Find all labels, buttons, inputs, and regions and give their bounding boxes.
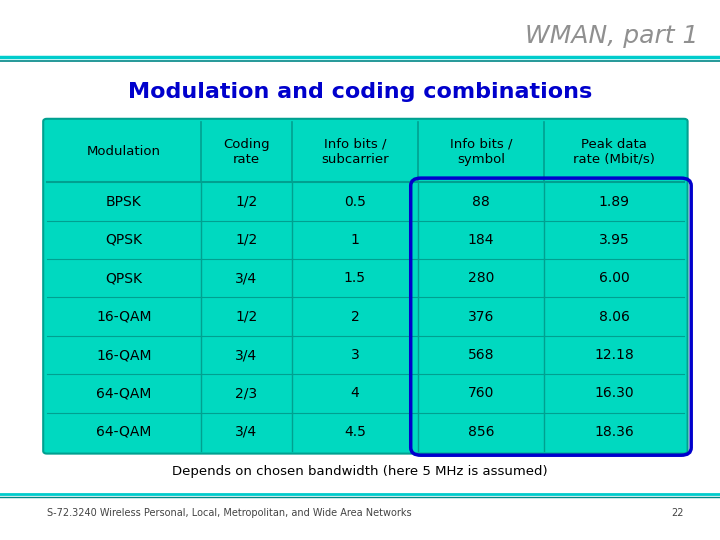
Text: 376: 376	[468, 309, 494, 323]
Text: QPSK: QPSK	[105, 233, 143, 247]
Text: BPSK: BPSK	[106, 194, 142, 208]
Text: 184: 184	[468, 233, 494, 247]
Text: 0.5: 0.5	[344, 194, 366, 208]
Text: Peak data
rate (Mbit/s): Peak data rate (Mbit/s)	[573, 138, 655, 166]
Text: 280: 280	[468, 271, 494, 285]
Text: 18.36: 18.36	[594, 425, 634, 438]
Text: 3.95: 3.95	[598, 233, 629, 247]
Text: 8.06: 8.06	[598, 309, 629, 323]
Text: 1/2: 1/2	[235, 194, 258, 208]
Text: QPSK: QPSK	[105, 271, 143, 285]
Text: 1.89: 1.89	[598, 194, 629, 208]
FancyBboxPatch shape	[43, 119, 688, 454]
Text: 1: 1	[351, 233, 359, 247]
Text: Info bits /
subcarrier: Info bits / subcarrier	[321, 138, 389, 166]
Text: Info bits /
symbol: Info bits / symbol	[450, 138, 512, 166]
Text: Modulation and coding combinations: Modulation and coding combinations	[128, 82, 592, 102]
Text: 2/3: 2/3	[235, 387, 258, 400]
Text: Depends on chosen bandwidth (here 5 MHz is assumed): Depends on chosen bandwidth (here 5 MHz …	[172, 465, 548, 478]
Text: 16-QAM: 16-QAM	[96, 348, 152, 362]
Text: 6.00: 6.00	[598, 271, 629, 285]
Text: 12.18: 12.18	[594, 348, 634, 362]
Text: 3/4: 3/4	[235, 271, 258, 285]
Text: 1/2: 1/2	[235, 233, 258, 247]
Text: 4.5: 4.5	[344, 425, 366, 438]
Text: 760: 760	[468, 387, 494, 400]
Text: 16.30: 16.30	[594, 387, 634, 400]
Text: 3: 3	[351, 348, 359, 362]
Text: Coding
rate: Coding rate	[223, 138, 270, 166]
Text: 2: 2	[351, 309, 359, 323]
Text: 856: 856	[468, 425, 494, 438]
Text: 16-QAM: 16-QAM	[96, 309, 152, 323]
Text: 1/2: 1/2	[235, 309, 258, 323]
Text: S-72.3240 Wireless Personal, Local, Metropolitan, and Wide Area Networks: S-72.3240 Wireless Personal, Local, Metr…	[47, 508, 411, 518]
Text: 64-QAM: 64-QAM	[96, 425, 151, 438]
Text: Modulation: Modulation	[87, 145, 161, 158]
Text: 3/4: 3/4	[235, 425, 258, 438]
Text: WMAN, part 1: WMAN, part 1	[525, 24, 698, 48]
Text: 3/4: 3/4	[235, 348, 258, 362]
Text: 1.5: 1.5	[344, 271, 366, 285]
Text: 568: 568	[468, 348, 494, 362]
Text: 22: 22	[672, 508, 684, 518]
Text: 64-QAM: 64-QAM	[96, 387, 151, 400]
Text: 88: 88	[472, 194, 490, 208]
Text: 4: 4	[351, 387, 359, 400]
